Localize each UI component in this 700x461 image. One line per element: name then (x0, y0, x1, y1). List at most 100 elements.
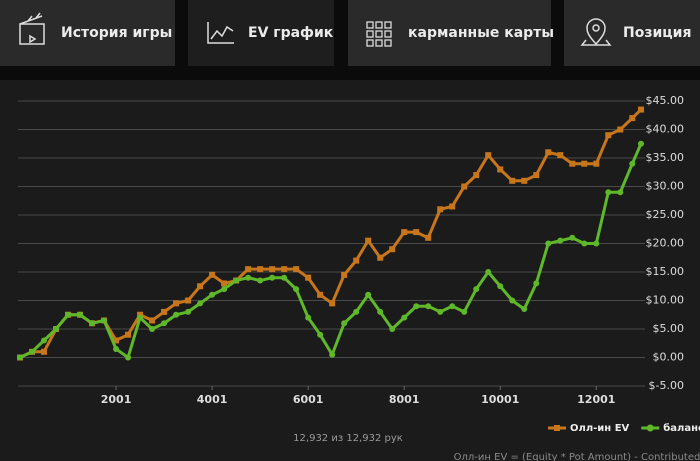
point (485, 152, 492, 159)
point (209, 271, 216, 278)
point (545, 149, 552, 156)
y-tick-label: $40.00 (646, 123, 685, 136)
point (41, 348, 48, 355)
point (365, 237, 372, 244)
point (569, 160, 576, 167)
point (449, 203, 456, 210)
tab-label: EV график (248, 25, 334, 41)
tab-label: Позиция (623, 25, 691, 41)
chart-panel (0, 80, 700, 461)
point (617, 189, 624, 196)
tab[interactable]: EV график (188, 0, 334, 66)
point (557, 237, 564, 244)
tab[interactable]: карманные карты (348, 0, 554, 66)
point (365, 291, 372, 298)
point (401, 314, 408, 321)
point (533, 280, 540, 287)
tab[interactable]: Позиция (564, 0, 700, 66)
point (305, 274, 312, 281)
point (521, 177, 528, 184)
legend-marker (554, 425, 560, 431)
legend-label: Олл-ин EV (570, 423, 630, 434)
point (269, 266, 276, 273)
tab-label: карманные карты (408, 25, 554, 41)
x-tick-label: 4001 (197, 393, 228, 406)
point (461, 308, 468, 315)
point (413, 303, 420, 310)
point (638, 106, 644, 113)
point (173, 311, 180, 318)
point (41, 337, 48, 344)
plot: $45.00 $40.00 $35.00 $30.00 $25.00 $20.00 $15.… (17, 94, 700, 434)
point (161, 320, 168, 327)
point (293, 266, 300, 273)
y-tick-label: $15.00 (646, 265, 685, 278)
point (245, 266, 252, 273)
point (377, 254, 384, 261)
point (125, 354, 132, 361)
point (497, 283, 504, 290)
point (605, 189, 612, 196)
y-tick-label: $5.00 (653, 322, 685, 335)
point (413, 229, 420, 236)
point (221, 280, 228, 287)
x-tick-label: 12001 (577, 393, 615, 406)
y-tick-label: $10.00 (646, 294, 685, 307)
point (437, 206, 444, 213)
y-tick-label: $25.00 (646, 208, 685, 221)
point (605, 132, 612, 139)
legend-label: баланс (663, 422, 700, 434)
y-tick-label: $-5.00 (649, 379, 684, 392)
point (257, 266, 264, 273)
point (65, 311, 72, 318)
point (617, 126, 624, 133)
point (473, 172, 480, 179)
point (353, 257, 360, 264)
point (329, 351, 336, 358)
point (113, 345, 120, 352)
point (221, 286, 228, 293)
y-tick-label: $20.00 (646, 237, 685, 250)
point (473, 286, 480, 293)
y-tick-label: $45.00 (646, 94, 685, 107)
x-tick-label: 2001 (101, 393, 132, 406)
x-tick-label: 10001 (481, 393, 519, 406)
legend-marker (646, 424, 654, 432)
point (521, 306, 528, 313)
point (149, 317, 156, 324)
point (89, 320, 96, 327)
point (233, 277, 240, 284)
point (149, 326, 156, 332)
point (485, 269, 492, 275)
point (245, 274, 252, 281)
point (545, 240, 552, 247)
point (77, 311, 84, 318)
point (53, 326, 60, 332)
x-tick-label: 8001 (389, 393, 420, 406)
point (593, 240, 600, 247)
point (425, 303, 432, 310)
point (569, 234, 576, 241)
point (629, 115, 636, 122)
point (509, 177, 516, 184)
point (185, 308, 192, 315)
point (317, 291, 324, 298)
hand-count: 12,932 из 12,932 рук (293, 433, 403, 444)
x-tick-label: 6001 (293, 393, 324, 406)
point (185, 297, 192, 304)
point (425, 234, 432, 241)
point (461, 183, 468, 190)
point (173, 300, 180, 307)
tab[interactable]: История игры (0, 0, 175, 66)
point (389, 246, 396, 253)
point (281, 266, 288, 273)
point (269, 274, 276, 281)
point (101, 317, 108, 324)
point (341, 320, 348, 327)
point (629, 160, 636, 167)
point (329, 300, 336, 307)
point (305, 314, 312, 321)
point (353, 308, 360, 315)
point (557, 152, 564, 159)
point (581, 240, 588, 247)
